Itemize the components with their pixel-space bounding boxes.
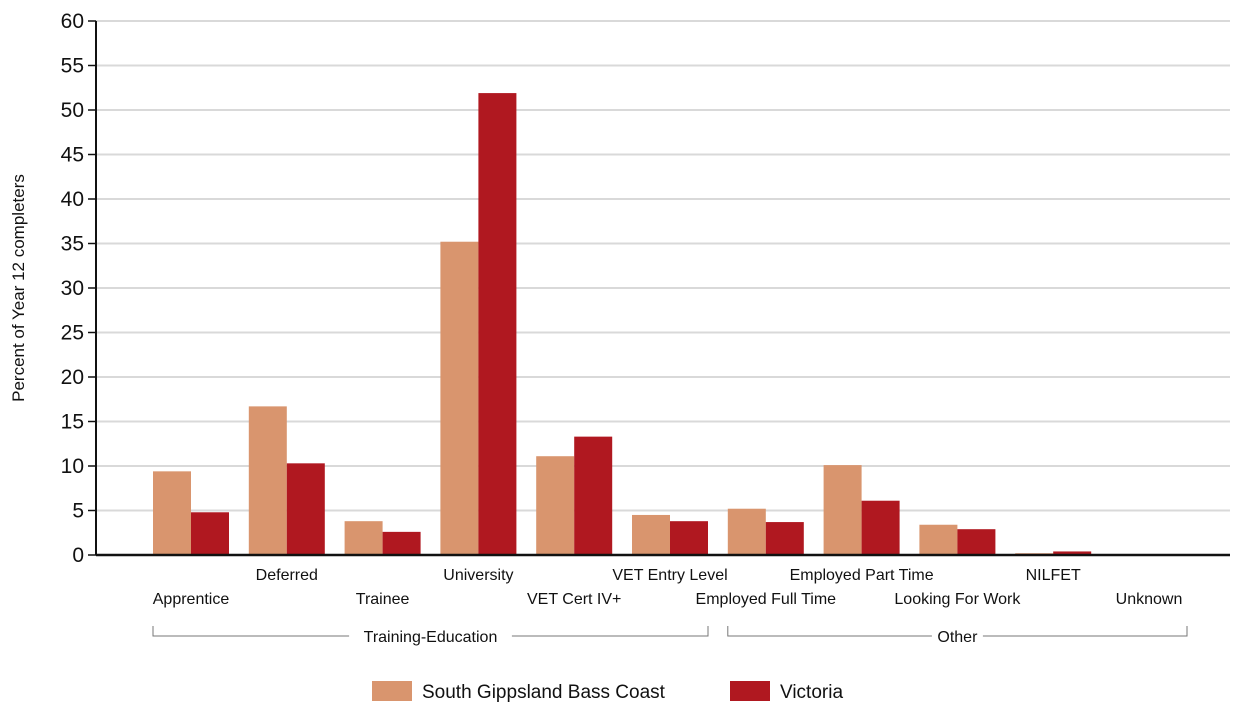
- axes: [95, 21, 1230, 557]
- x-tick-label: Apprentice: [153, 591, 230, 608]
- bar-series1: [823, 465, 862, 555]
- y-tick-label: 30: [61, 277, 84, 300]
- bar-series2: [1053, 551, 1092, 555]
- y-tick-label: 50: [61, 99, 84, 122]
- bar-series2: [670, 521, 708, 555]
- bar-series1: [248, 406, 287, 555]
- bar-series2: [478, 93, 517, 555]
- bar-series2: [861, 500, 900, 555]
- y-axis-ticks: 0 5 10 15 20 25 30 35 40 45 50 55 60: [61, 10, 96, 567]
- bar-series2: [191, 512, 229, 555]
- x-tick-label: Employed Part Time: [790, 567, 934, 584]
- y-tick-label: 15: [61, 411, 84, 434]
- y-tick-label: 35: [61, 233, 84, 256]
- category-groups: Training-Education Other: [152, 626, 1188, 646]
- bar-series1: [153, 471, 191, 555]
- bar-series1: [440, 241, 479, 555]
- group-label: Training-Education: [364, 629, 498, 646]
- x-tick-label: NILFET: [1026, 567, 1081, 584]
- group-bracket-right: [982, 626, 1188, 637]
- bars: [153, 93, 1092, 555]
- group-bracket-right: [511, 626, 709, 637]
- x-tick-label: Deferred: [256, 567, 318, 584]
- legend-label: Victoria: [780, 682, 843, 703]
- legend-label: South Gippsland Bass Coast: [422, 682, 666, 703]
- x-axis-ticks: Apprentice Deferred Trainee University VET C…: [153, 567, 1183, 608]
- bar-series2: [574, 436, 613, 555]
- bar-series1: [727, 508, 766, 555]
- bar-series1: [919, 524, 958, 555]
- legend: South Gippsland Bass Coast Victoria: [372, 681, 843, 703]
- y-tick-label: 45: [61, 144, 84, 167]
- y-tick-label: 0: [72, 544, 84, 567]
- y-tick-label: 60: [61, 10, 84, 33]
- group-bracket-left: [152, 626, 350, 637]
- bar-series2: [957, 529, 996, 555]
- x-tick-label: Unknown: [1116, 591, 1183, 608]
- legend-swatch: [730, 681, 770, 701]
- x-tick-label: VET Entry Level: [612, 567, 727, 584]
- x-tick-label: University: [443, 567, 513, 584]
- y-tick-label: 5: [72, 500, 84, 523]
- y-axis-label: Percent of Year 12 completers: [9, 174, 28, 402]
- bar-series2: [765, 522, 804, 555]
- y-tick-label: 10: [61, 455, 84, 478]
- group-bracket-left: [727, 626, 932, 637]
- bar-series1: [536, 456, 575, 555]
- bar-series1: [344, 521, 383, 555]
- x-tick-label: Looking For Work: [894, 591, 1021, 608]
- y-tick-label: 20: [61, 366, 84, 389]
- y-tick-label: 55: [61, 55, 84, 78]
- bar-series2: [286, 463, 325, 555]
- legend-swatch: [372, 681, 412, 701]
- y-tick-label: 40: [61, 188, 84, 211]
- y-tick-label: 25: [61, 322, 84, 345]
- x-tick-label: VET Cert IV+: [527, 591, 621, 608]
- bar-series2: [382, 531, 421, 555]
- x-tick-label: Employed Full Time: [696, 591, 837, 608]
- bar-series1: [632, 514, 670, 555]
- group-label: Other: [937, 629, 978, 646]
- x-tick-label: Trainee: [356, 591, 410, 608]
